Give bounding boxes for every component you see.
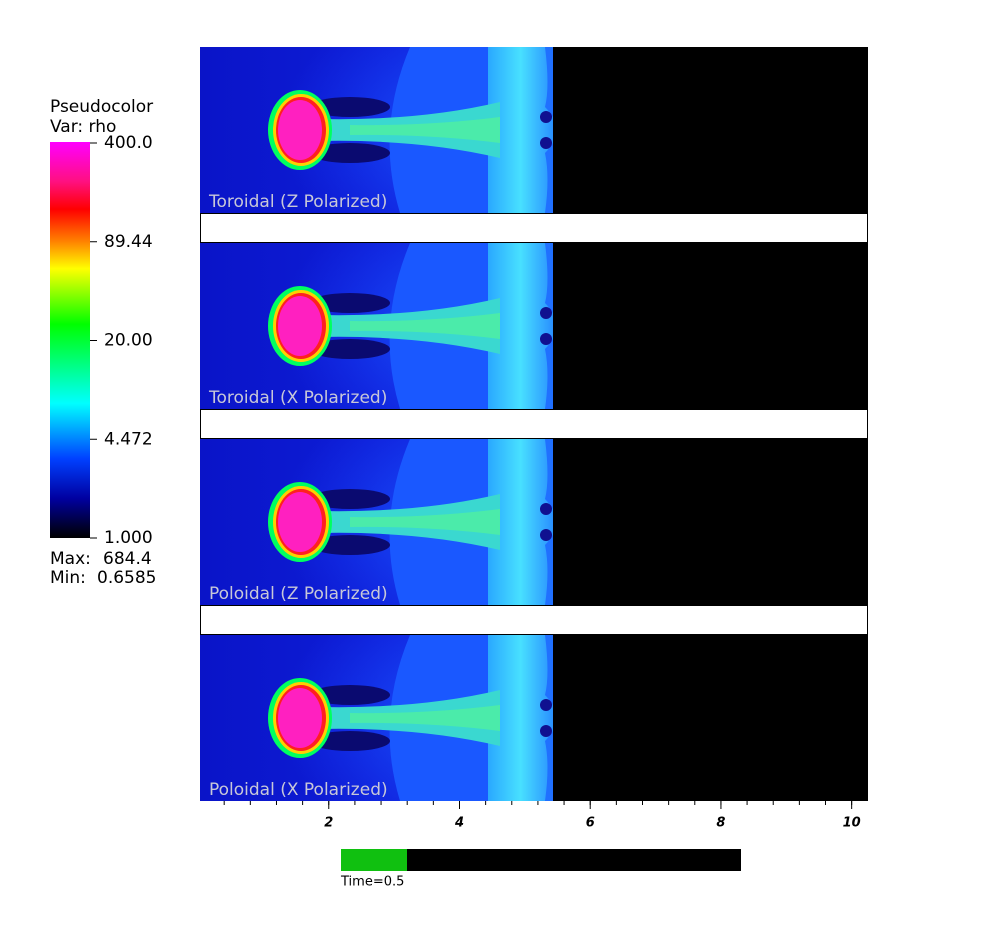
knot (540, 529, 552, 541)
panel-gap (200, 213, 868, 243)
knot (540, 111, 552, 123)
blob-core (278, 492, 322, 552)
x-tick-label: 2 (324, 816, 333, 831)
panel-label: Poloidal (X Polarized) (209, 780, 388, 800)
panel-gap (200, 605, 868, 635)
plot-panel: Toroidal (X Polarized) (200, 243, 868, 409)
cavity-top (310, 97, 390, 117)
color-bar-tick-label: 89.44 (104, 232, 153, 252)
panel-label: Poloidal (Z Polarized) (209, 584, 388, 604)
jet-core (350, 705, 500, 731)
knot (540, 333, 552, 345)
plot-panel: Poloidal (X Polarized) (200, 635, 868, 801)
x-tick-label: 6 (586, 816, 595, 831)
knot (540, 307, 552, 319)
jet-core (350, 117, 500, 143)
color-bar-tick-label: 20.00 (104, 331, 153, 351)
x-tick-label: 4 (454, 816, 464, 831)
knot (540, 699, 552, 711)
cavity-top (310, 293, 390, 313)
time-slider-progress (341, 849, 407, 871)
shock-front (545, 243, 557, 409)
jet-core (350, 509, 500, 535)
empty-region (553, 47, 868, 213)
jet-core (350, 313, 500, 339)
cavity-bottom (310, 339, 390, 359)
cavity-top (310, 685, 390, 705)
cavity-bottom (310, 731, 390, 751)
cavity-bottom (310, 535, 390, 555)
x-tick-label: 8 (716, 816, 725, 831)
blob-core (278, 688, 322, 748)
knot (540, 137, 552, 149)
panel-gap (200, 409, 868, 439)
empty-region (553, 635, 868, 801)
color-bar-tick-label: 4.472 (104, 429, 153, 449)
cavity-top (310, 489, 390, 509)
min-value: 0.6585 (97, 568, 156, 588)
cavity-bottom (310, 143, 390, 163)
legend-variable: Var: rho (50, 117, 116, 137)
max-label: Max: (50, 549, 91, 569)
legend-title: Pseudocolor (50, 97, 153, 117)
color-bar-tick-label: 1.000 (104, 528, 153, 548)
color-bar (50, 142, 90, 538)
panel-label: Toroidal (X Polarized) (208, 388, 387, 408)
empty-region (553, 243, 868, 409)
min-label: Min: (50, 568, 86, 588)
panel-label: Toroidal (Z Polarized) (208, 192, 387, 212)
shock-front (545, 635, 557, 801)
x-tick-label: 10 (843, 816, 861, 831)
time-slider (341, 849, 741, 871)
max-value: 684.4 (103, 549, 152, 569)
knot (540, 503, 552, 515)
shock-front (545, 47, 557, 213)
shock-front (545, 439, 557, 605)
color-bar-tick-label: 400.0 (104, 133, 153, 153)
time-label: Time=0.5 (340, 875, 404, 890)
blob-core (278, 296, 322, 356)
knot (540, 725, 552, 737)
plot-panel: Poloidal (Z Polarized) (200, 439, 868, 605)
empty-region (553, 439, 868, 605)
blob-core (278, 100, 322, 160)
plot-panel: Toroidal (Z Polarized) (200, 47, 868, 213)
